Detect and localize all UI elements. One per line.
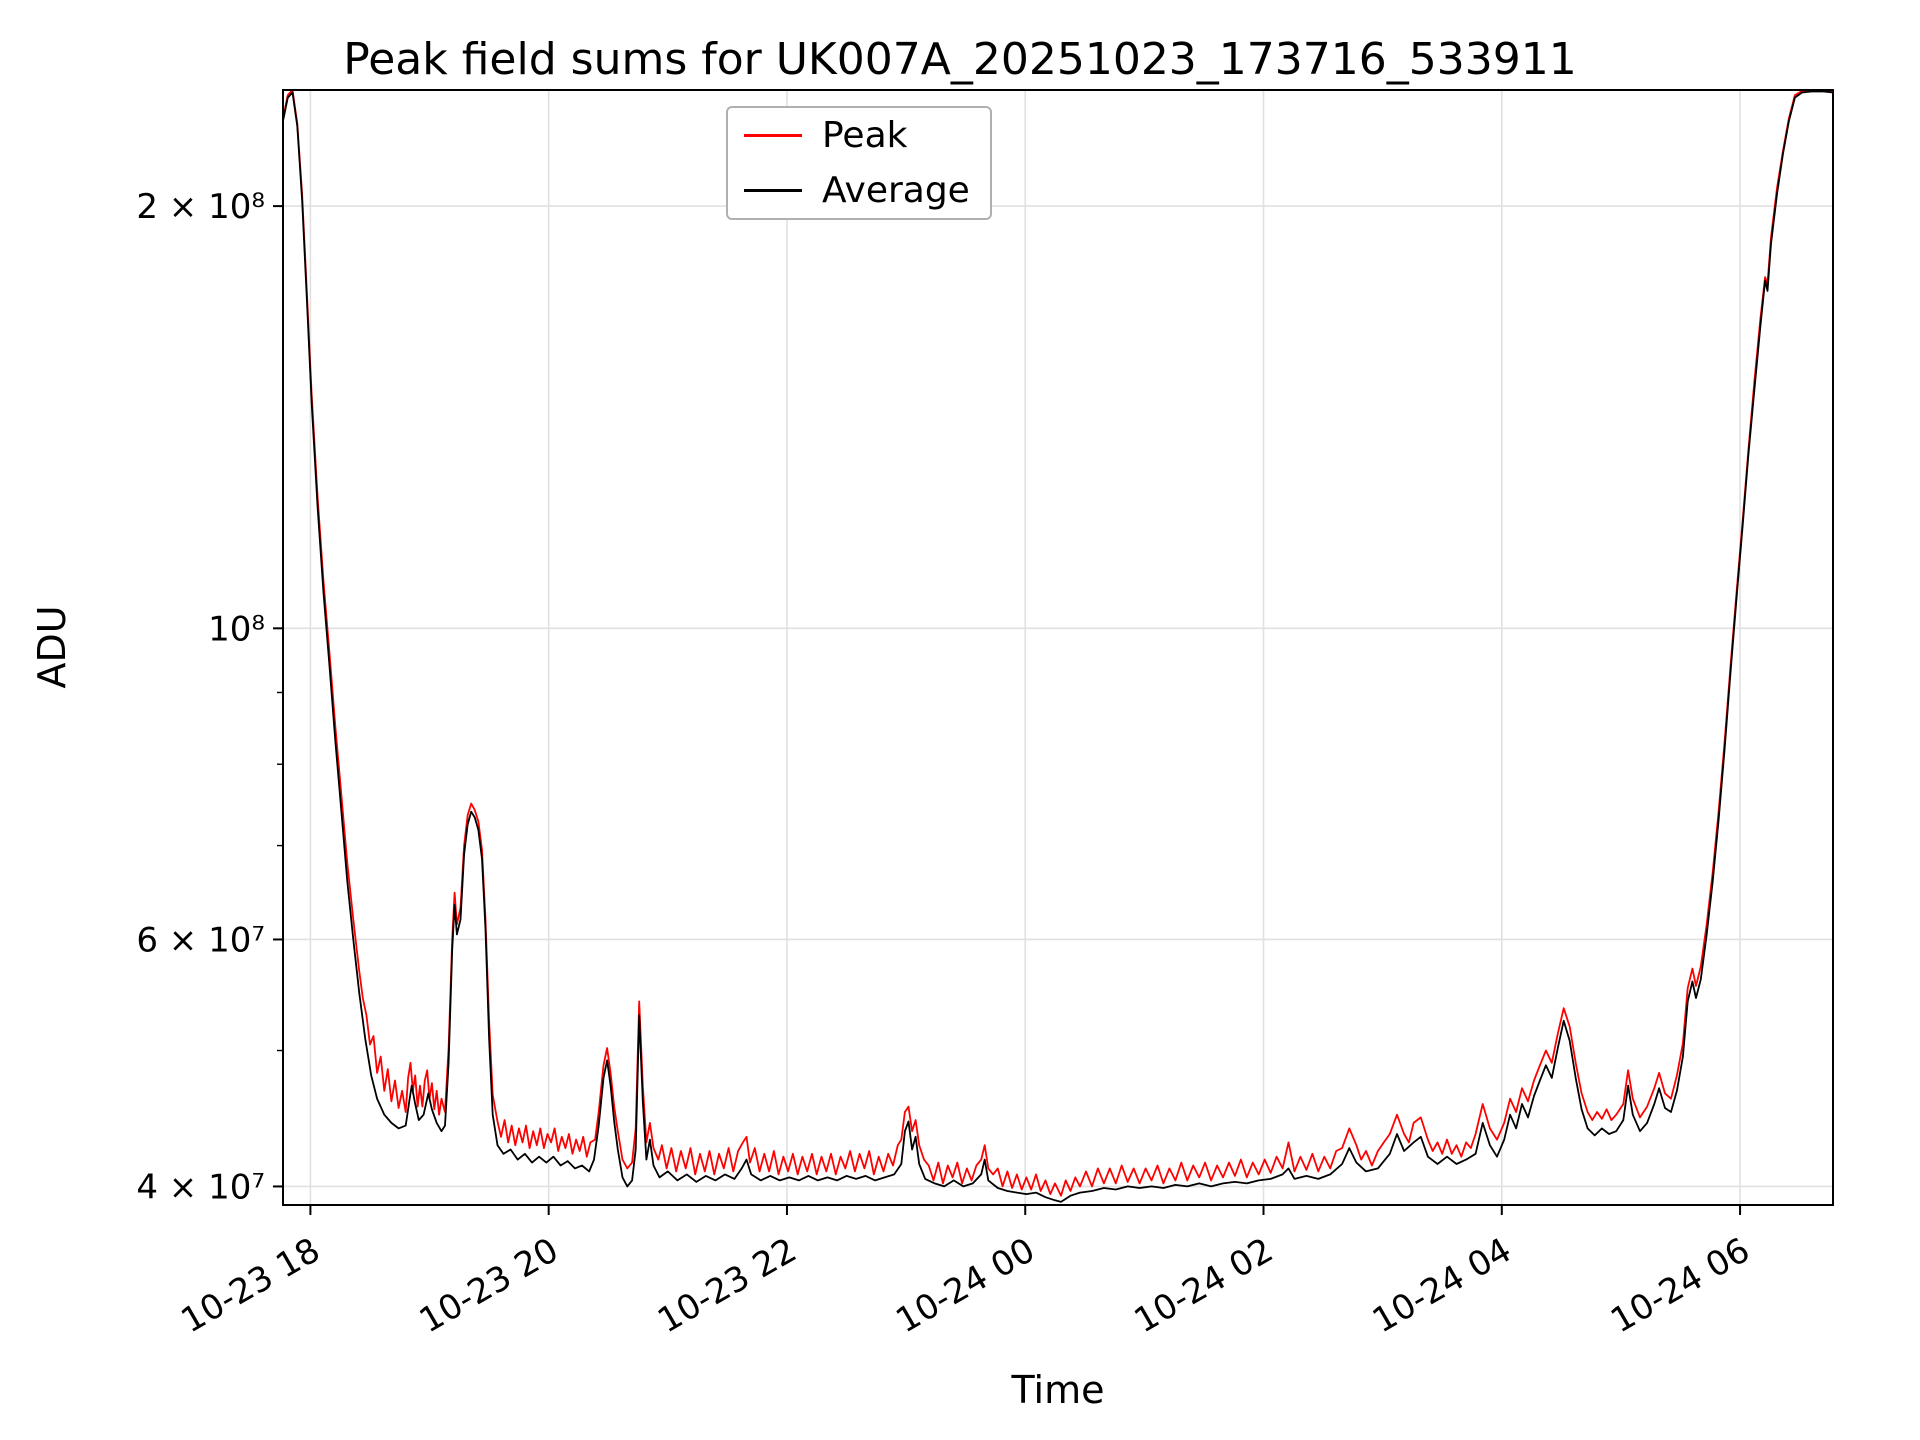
x-tick-label: 10-24 02 xyxy=(1128,1230,1280,1341)
legend-entry-average: Average xyxy=(728,170,990,211)
series-line-average xyxy=(283,90,1833,1203)
y-tick-label: 10⁸ xyxy=(208,609,265,649)
axes-frame xyxy=(282,89,1834,1206)
y-tick-label: 2 × 10⁸ xyxy=(136,187,265,227)
legend: Peak Average xyxy=(726,106,992,220)
x-axis-label: Time xyxy=(1011,1368,1105,1412)
legend-label-average: Average xyxy=(822,170,970,211)
x-tick-label: 10-23 22 xyxy=(651,1230,803,1341)
legend-entry-peak: Peak xyxy=(728,115,990,156)
series-line-peak xyxy=(283,90,1833,1197)
x-tick-label: 10-23 20 xyxy=(413,1230,565,1341)
peak-line-swatch xyxy=(744,134,802,137)
x-tick-label: 10-24 00 xyxy=(889,1230,1041,1341)
x-tick-label: 10-24 06 xyxy=(1604,1230,1756,1341)
chart-title: Peak field sums for UK007A_20251023_1737… xyxy=(343,34,1577,85)
x-tick-label: 10-24 04 xyxy=(1366,1230,1518,1341)
y-axis-label: ADU xyxy=(30,605,74,689)
y-tick-label: 6 × 10⁷ xyxy=(136,920,265,960)
legend-label-peak: Peak xyxy=(822,115,908,156)
y-tick-label: 4 × 10⁷ xyxy=(136,1167,265,1207)
x-tick-label: 10-23 18 xyxy=(175,1230,327,1341)
average-line-swatch xyxy=(744,189,802,192)
